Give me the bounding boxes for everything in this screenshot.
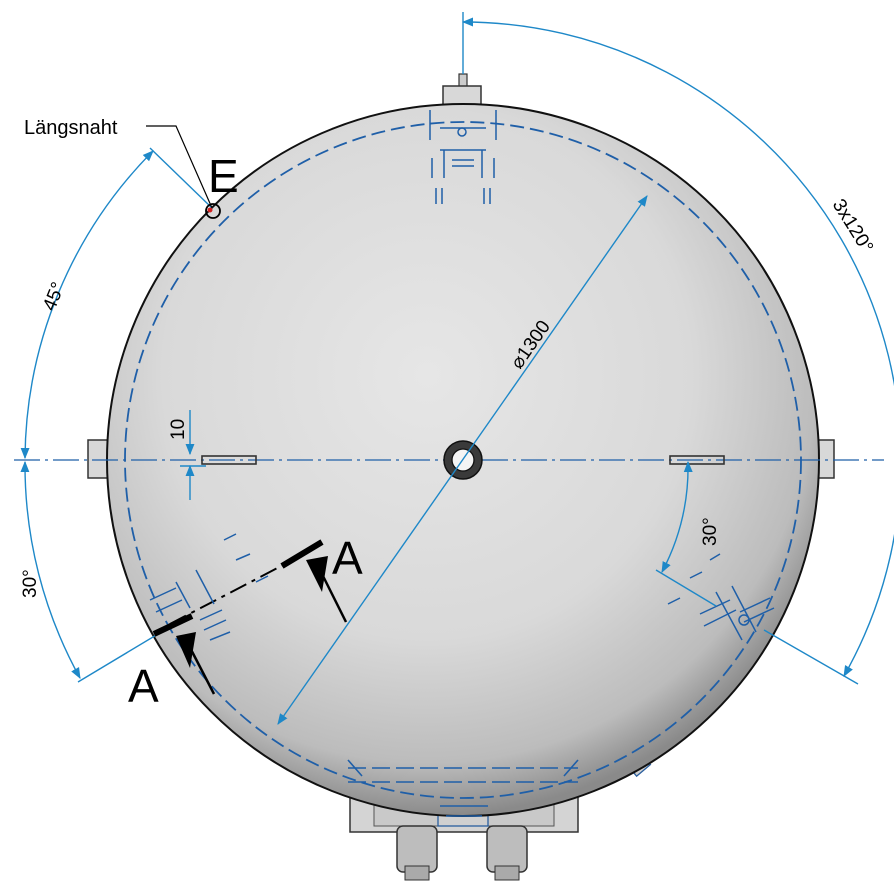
angle-lower-left-arc xyxy=(20,460,81,679)
offset-label: 10 xyxy=(168,419,189,440)
angle-upper-left-label: 45° xyxy=(39,279,69,314)
angle-right-arc xyxy=(661,460,693,573)
lower-left-hidden-details xyxy=(149,533,269,641)
angle-pattern-label: 3x120° xyxy=(828,196,877,257)
bottom-nozzle-left-cap xyxy=(404,865,430,881)
upper-left-extension xyxy=(149,147,213,209)
weld-seam-leader xyxy=(146,125,213,209)
angle-right-label: 30° xyxy=(700,517,721,546)
angle-pattern-extension xyxy=(763,629,859,685)
angle-pattern-arc xyxy=(461,17,894,677)
left-rib-slot xyxy=(201,455,257,465)
offset-dimension: 10 xyxy=(168,410,206,500)
weld-seam-marker xyxy=(205,203,221,219)
bottom-nozzle-right-cap xyxy=(494,865,520,881)
section-label-left: A xyxy=(128,660,159,712)
bottom-hidden-details xyxy=(347,759,579,817)
right-inner-extension xyxy=(655,569,717,607)
angle-upper-left-arc xyxy=(20,150,154,460)
section-line-a-a xyxy=(169,549,313,625)
bottom-nozzle-right xyxy=(486,825,528,873)
weld-seam-label: Längsnaht xyxy=(24,117,118,139)
lower-left-extension xyxy=(77,633,159,683)
angle-lower-left-label: 30° xyxy=(20,569,41,598)
detail-label-e: E xyxy=(208,150,239,202)
bottom-nozzle-left xyxy=(396,825,438,873)
section-label-right: A xyxy=(332,532,363,584)
section-marker-right xyxy=(280,539,348,623)
weld-seam-dot xyxy=(207,207,213,213)
section-marker-left xyxy=(152,613,216,695)
